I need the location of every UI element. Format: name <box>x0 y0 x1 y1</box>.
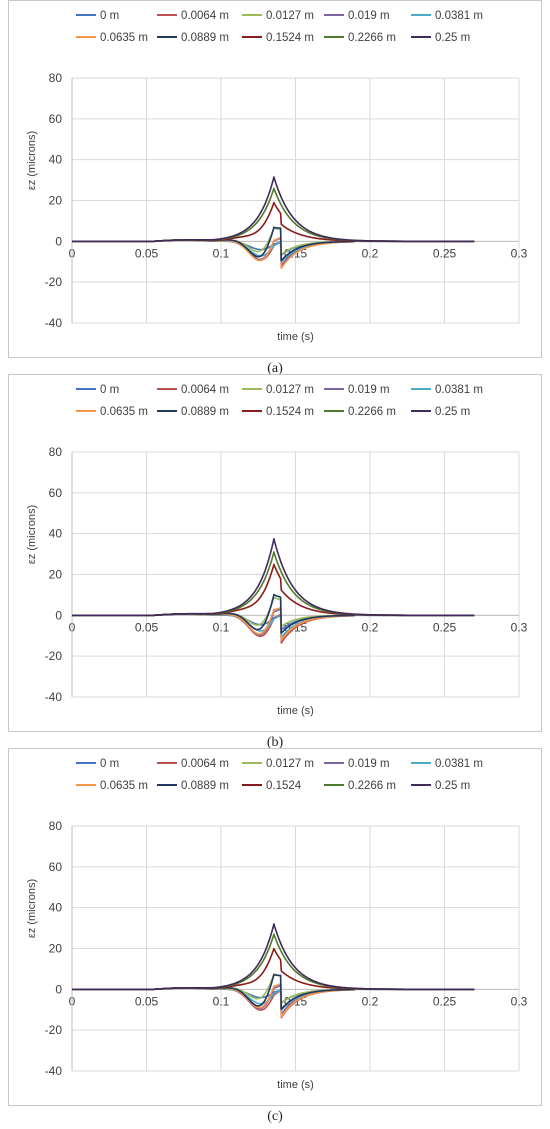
x-axis-title: time (s) <box>277 1079 314 1091</box>
series-line <box>71 538 475 617</box>
y-tick-label: 80 <box>49 71 63 85</box>
x-tick-label: 0.2 <box>362 246 379 260</box>
legend-label: 0.019 m <box>348 384 390 396</box>
series-line <box>71 933 475 991</box>
y-tick-label: 20 <box>49 942 63 956</box>
legend-label: 0.0127 m <box>266 758 314 770</box>
legend-label: 0.25 m <box>435 780 470 792</box>
legend-label: 0.0381 m <box>435 10 483 22</box>
legend-label: 0.0064 m <box>181 10 229 22</box>
x-tick-label: 0.05 <box>135 620 159 634</box>
legend-label: 0.25 m <box>435 32 470 44</box>
y-tick-label: -40 <box>45 316 63 330</box>
x-tick-label: 0.25 <box>433 620 457 634</box>
line-chart: 00.050.10.150.20.250.3806040200-20-40tim… <box>26 758 528 1091</box>
series-line <box>71 923 475 991</box>
legend-label: 0 m <box>100 10 119 22</box>
y-tick-label: -20 <box>45 1023 63 1037</box>
y-tick-label: -20 <box>45 275 63 289</box>
x-tick-label: 0.3 <box>511 994 528 1008</box>
line-chart: 00.050.10.150.20.250.3806040200-20-40tim… <box>26 384 528 717</box>
x-tick-label: 0.05 <box>135 994 159 1008</box>
series-line <box>71 551 475 617</box>
x-tick-label: 0.25 <box>433 246 457 260</box>
chart-caption: (a) <box>267 361 283 376</box>
x-tick-label: 0.3 <box>511 620 528 634</box>
chart-frame: 00.050.10.150.20.250.3806040200-20-40tim… <box>8 0 542 358</box>
x-tick-label: 0.3 <box>511 246 528 260</box>
y-tick-label: 60 <box>49 860 63 874</box>
legend-label: 0.2266 m <box>348 32 396 44</box>
y-tick-label: 80 <box>49 819 63 833</box>
legend-label: 0.25 m <box>435 406 470 418</box>
legend-label: 0 m <box>100 384 119 396</box>
legend-label: 0.0064 m <box>181 384 229 396</box>
legend-label: 0.0889 m <box>181 32 229 44</box>
y-tick-label: 20 <box>49 194 63 208</box>
legend-label: 0.0889 m <box>181 780 229 792</box>
series-line <box>71 613 475 644</box>
x-tick-label: 0.2 <box>362 994 379 1008</box>
x-tick-label: 0.1 <box>213 246 230 260</box>
legend-label: 0.019 m <box>348 758 390 770</box>
x-tick-label: 0.05 <box>135 246 159 260</box>
series-line <box>71 563 475 617</box>
x-axis-title: time (s) <box>277 331 314 343</box>
line-chart: 00.050.10.150.20.250.3806040200-20-40tim… <box>26 10 528 343</box>
series-line <box>71 187 475 243</box>
y-axis-title: εz (microns) <box>26 131 38 190</box>
y-tick-label: -40 <box>45 690 63 704</box>
legend-label: 0.0635 m <box>100 780 148 792</box>
chart-caption: (c) <box>267 1109 283 1124</box>
legend-label: 0.0889 m <box>181 406 229 418</box>
y-tick-label: 20 <box>49 568 63 582</box>
y-tick-label: 0 <box>55 982 62 996</box>
legend-label: 0.0381 m <box>435 384 483 396</box>
legend-label: 0.1524 m <box>266 32 314 44</box>
y-tick-label: 80 <box>49 445 63 459</box>
chart-frame: 00.050.10.150.20.250.3806040200-20-40tim… <box>8 374 542 732</box>
series-line <box>71 947 475 991</box>
x-tick-label: 0.1 <box>213 620 230 634</box>
y-axis-title: εz (microns) <box>26 879 38 938</box>
x-tick-label: 0.1 <box>213 994 230 1008</box>
legend-label: 0.0381 m <box>435 758 483 770</box>
y-tick-label: 40 <box>49 901 63 915</box>
y-tick-label: 0 <box>55 234 62 248</box>
legend-label: 0.2266 m <box>348 780 396 792</box>
series-line <box>71 176 475 243</box>
legend-label: 0.019 m <box>348 10 390 22</box>
series-line <box>71 201 475 243</box>
x-axis-title: time (s) <box>277 705 314 717</box>
y-axis-title: εz (microns) <box>26 505 38 564</box>
legend-label: 0.0064 m <box>181 758 229 770</box>
x-tick-label: 0.2 <box>362 620 379 634</box>
chart-caption: (b) <box>266 735 284 750</box>
legend-label: 0.0635 m <box>100 406 148 418</box>
series-line <box>71 607 475 641</box>
y-tick-label: 40 <box>49 527 63 541</box>
y-tick-label: 60 <box>49 486 63 500</box>
y-tick-label: 40 <box>49 153 63 167</box>
legend-label: 0 m <box>100 758 119 770</box>
legend-label: 0.0127 m <box>266 10 314 22</box>
legend-label: 0.2266 m <box>348 406 396 418</box>
legend-label: 0.1524 <box>266 780 302 792</box>
x-tick-label: 0.25 <box>433 994 457 1008</box>
y-tick-label: 0 <box>55 608 62 622</box>
legend-label: 0.0635 m <box>100 32 148 44</box>
y-tick-label: 60 <box>49 112 63 126</box>
chart-frame: 00.050.10.150.20.250.3806040200-20-40tim… <box>8 748 542 1106</box>
y-tick-label: -40 <box>45 1064 63 1078</box>
legend-label: 0.1524 m <box>266 406 314 418</box>
y-tick-label: -20 <box>45 649 63 663</box>
legend-label: 0.0127 m <box>266 384 314 396</box>
